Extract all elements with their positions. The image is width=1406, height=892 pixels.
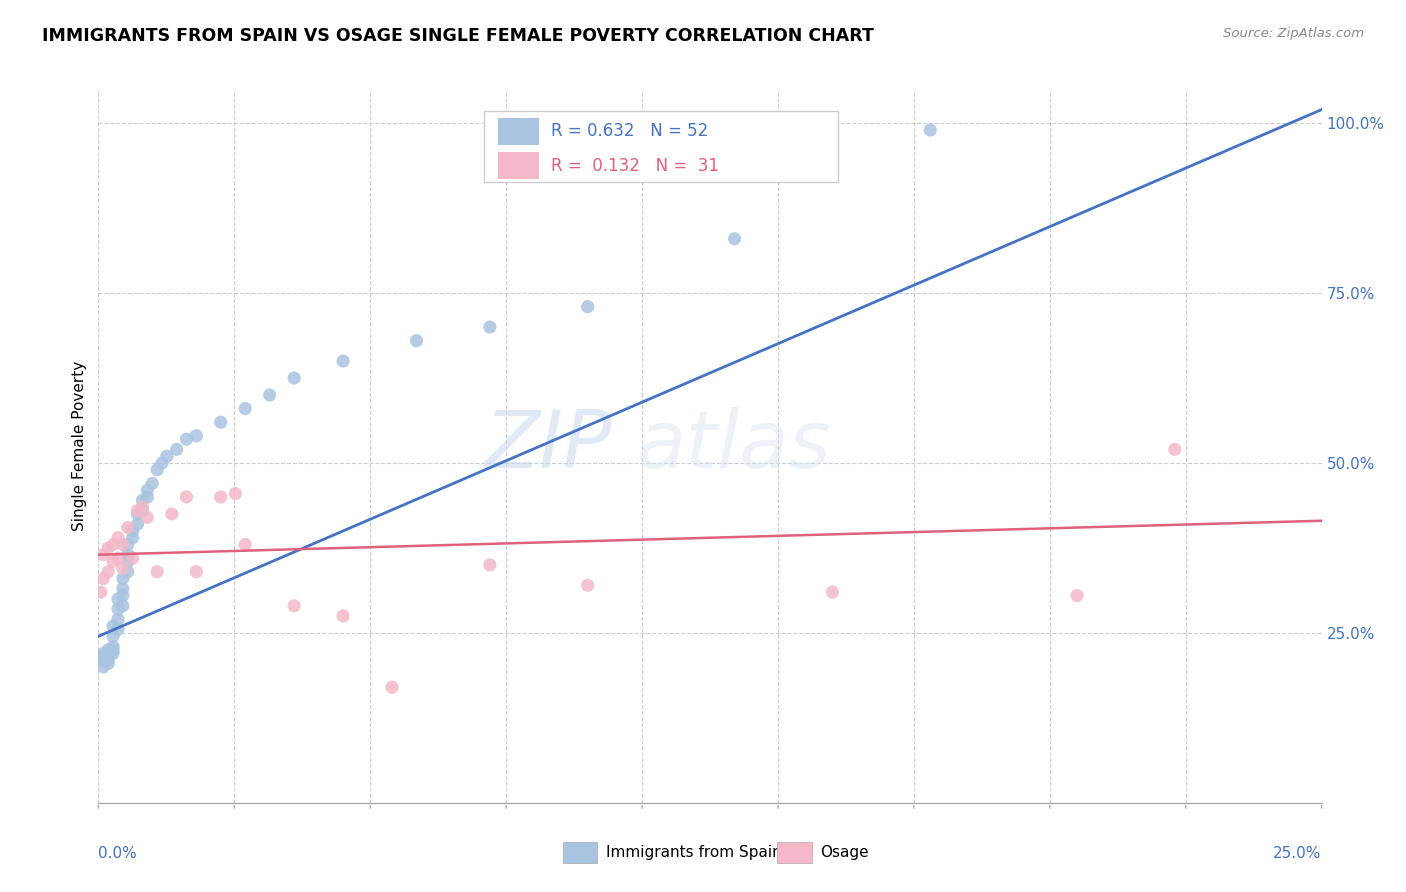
Point: [111, 572, 134, 586]
Point: [1066, 589, 1088, 603]
Point: [131, 503, 153, 517]
Point: [176, 490, 198, 504]
Point: [146, 463, 169, 477]
Text: ZIP: ZIP: [485, 407, 612, 485]
Point: [111, 582, 134, 596]
Point: [150, 456, 173, 470]
Point: [233, 401, 256, 416]
Point: [97, 643, 120, 657]
Point: [117, 565, 139, 579]
Point: [121, 524, 143, 538]
Point: [127, 517, 149, 532]
Point: [97, 649, 120, 664]
Point: [166, 442, 188, 457]
Text: 0.0%: 0.0%: [98, 846, 138, 861]
Point: [117, 537, 139, 551]
Point: [723, 232, 745, 246]
Point: [576, 578, 599, 592]
Bar: [498, 118, 538, 145]
Point: [224, 486, 246, 500]
Point: [101, 643, 124, 657]
Point: [478, 320, 501, 334]
Point: [478, 558, 501, 572]
Point: [94, 649, 117, 664]
Bar: [778, 842, 811, 863]
Point: [186, 429, 208, 443]
Point: [259, 388, 281, 402]
Point: [101, 537, 124, 551]
Point: [91, 660, 114, 674]
Text: R =  0.132   N =  31: R = 0.132 N = 31: [551, 157, 718, 175]
Point: [117, 555, 139, 569]
Point: [97, 653, 120, 667]
Bar: [498, 152, 538, 179]
Point: [160, 507, 183, 521]
Point: [332, 608, 354, 623]
Point: [136, 490, 159, 504]
Point: [920, 123, 942, 137]
Point: [111, 599, 134, 613]
Point: [101, 646, 124, 660]
Point: [107, 602, 129, 616]
Point: [283, 599, 305, 613]
Point: [101, 555, 124, 569]
Point: [1164, 442, 1187, 457]
FancyBboxPatch shape: [484, 111, 838, 182]
Bar: [564, 842, 598, 863]
Point: [127, 503, 149, 517]
Point: [156, 449, 179, 463]
Point: [107, 551, 129, 566]
Point: [131, 493, 153, 508]
Point: [97, 657, 120, 671]
Point: [209, 490, 232, 504]
Point: [136, 510, 159, 524]
Text: IMMIGRANTS FROM SPAIN VS OSAGE SINGLE FEMALE POVERTY CORRELATION CHART: IMMIGRANTS FROM SPAIN VS OSAGE SINGLE FE…: [42, 27, 875, 45]
Point: [107, 612, 129, 626]
Point: [111, 589, 134, 603]
Point: [90, 649, 112, 664]
Point: [131, 500, 153, 515]
Point: [111, 561, 134, 575]
Point: [121, 551, 143, 566]
Point: [101, 640, 124, 654]
Text: atlas: atlas: [637, 407, 831, 485]
Point: [91, 646, 114, 660]
Point: [91, 572, 114, 586]
Point: [332, 354, 354, 368]
Text: Source: ZipAtlas.com: Source: ZipAtlas.com: [1223, 27, 1364, 40]
Point: [117, 548, 139, 562]
Point: [146, 565, 169, 579]
Point: [91, 653, 114, 667]
Text: 25.0%: 25.0%: [1274, 846, 1322, 861]
Point: [283, 371, 305, 385]
Point: [94, 646, 117, 660]
Point: [233, 537, 256, 551]
Y-axis label: Single Female Poverty: Single Female Poverty: [72, 361, 87, 531]
Point: [101, 619, 124, 633]
Point: [405, 334, 427, 348]
Point: [141, 476, 163, 491]
Point: [101, 629, 124, 643]
Point: [121, 531, 143, 545]
Point: [111, 537, 134, 551]
Point: [107, 591, 129, 606]
Point: [91, 548, 114, 562]
Point: [576, 300, 599, 314]
Point: [97, 565, 120, 579]
Point: [107, 623, 129, 637]
Point: [107, 531, 129, 545]
Point: [176, 432, 198, 446]
Point: [127, 507, 149, 521]
Point: [381, 680, 404, 694]
Text: R = 0.632   N = 52: R = 0.632 N = 52: [551, 121, 709, 139]
Point: [186, 565, 208, 579]
Point: [117, 520, 139, 534]
Text: Immigrants from Spain: Immigrants from Spain: [606, 846, 782, 860]
Point: [136, 483, 159, 498]
Text: Osage: Osage: [820, 846, 869, 860]
Point: [821, 585, 844, 599]
Point: [90, 585, 112, 599]
Point: [97, 541, 120, 555]
Point: [209, 415, 232, 429]
